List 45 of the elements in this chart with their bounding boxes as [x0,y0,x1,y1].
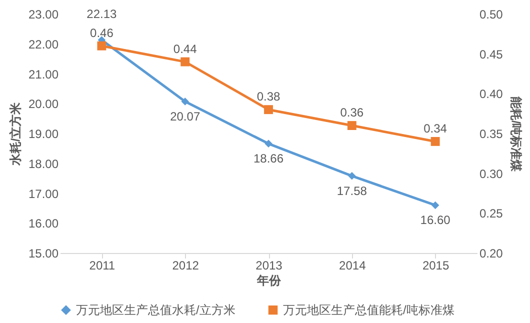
x-tick-label: 2011 [89,258,116,272]
point [264,105,273,114]
y-tick-label: 23.00 [28,8,59,22]
point [347,121,356,130]
y-axis-title: 水耗/立方米 [8,101,22,167]
point [264,140,272,148]
data-label: 18.66 [253,152,284,166]
data-label: 0.34 [424,121,448,136]
point [97,41,106,50]
y-tick-label: 18.00 [28,156,59,171]
point [431,201,440,210]
point [348,172,356,180]
y-tick-label: 21.00 [28,67,59,82]
legend-label: 万元地区生产总值水耗/立方米 [76,303,236,318]
data-label: 17.58 [336,184,368,198]
x-axis-title: 年份 [256,274,282,288]
y-tick-label: 15.00 [28,246,59,260]
y2-tick-label: 0.25 [480,206,504,221]
y2-tick-label: 0.20 [480,246,504,260]
y2-tick-label: 0.40 [480,87,504,102]
data-label: 0.38 [256,90,280,104]
x-tick-label: 2013 [256,258,283,272]
y2-tick-label: 0.50 [480,8,504,22]
x-tick-label: 2012 [172,258,200,272]
y-tick-label: 17.00 [28,186,59,201]
y2-tick-label: 0.45 [480,47,504,62]
x-tick-label: 2014 [339,258,366,272]
data-label: 0.36 [340,106,364,120]
y-tick-label: 22.00 [28,37,59,52]
data-label: 22.13 [86,6,118,21]
y-tick-label: 16.00 [28,216,59,231]
legend-label: 万元地区生产总值能耗/吨标准煤 [283,303,454,318]
data-label: 0.46 [90,26,114,40]
data-label: 16.60 [420,213,451,228]
data-label: 0.44 [173,42,198,56]
y2-tick-label: 0.30 [480,166,504,181]
y-tick-label: 20.00 [28,97,59,112]
x-tick-label: 2015 [422,258,450,272]
y2-tick-label: 0.35 [480,127,504,141]
y2-axis-title: 能耗/吨标准煤 [508,96,523,173]
point [430,136,440,146]
y-tick-label: 19.00 [28,127,59,141]
point [180,57,190,66]
point [181,98,189,106]
data-label: 20.07 [170,110,200,124]
